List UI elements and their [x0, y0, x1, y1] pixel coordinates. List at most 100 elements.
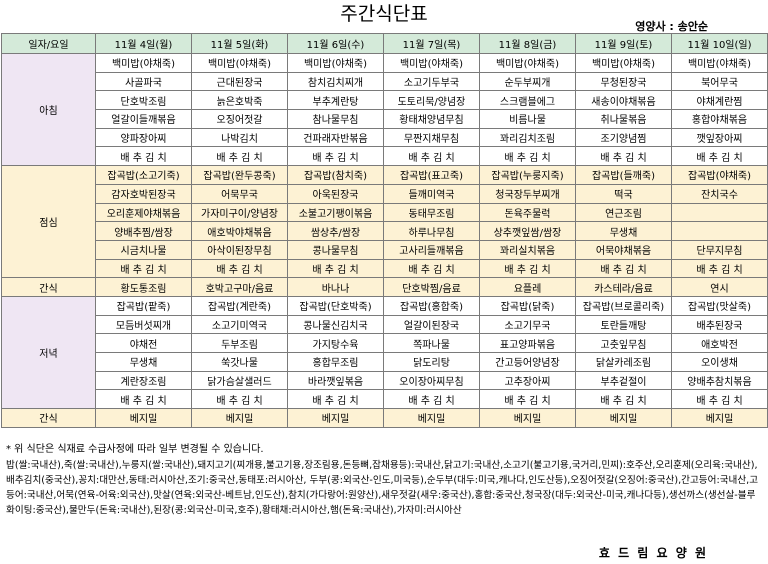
menu-cell: 잡곡밥(참치죽)	[287, 165, 384, 185]
table-row: 단호박조림 늙은호박죽 부추계란탕 도토리묵/양념장 스크램블에그 새송이야채볶음 야채계란…	[2, 90, 768, 111]
menu-cell: 꽈리김치조림	[479, 127, 576, 148]
menu-cell: 양배추참치볶음	[671, 370, 768, 391]
menu-cell: 연시	[671, 277, 768, 297]
menu-cell: 무생채	[575, 221, 672, 241]
menu-cell: 참치김치찌개	[287, 71, 384, 92]
menu-cell: 배 추 김 치	[95, 389, 192, 410]
menu-cell: 청국장두부찌개	[479, 183, 576, 204]
menu-cell: 베지밀	[383, 408, 480, 428]
table-row: 무생채 쑥갓나물 홍합무조림 닭도리탕 간고등어양념장 닭살카레조림 오이생채	[2, 352, 768, 372]
menu-cell: 소고기두부국	[383, 71, 480, 92]
menu-cell: 배 추 김 치	[671, 258, 768, 279]
menu-cell: 시금치나물	[95, 239, 192, 260]
table-row: 저녁 잡곡밥(팥죽) 잡곡밥(계란죽) 잡곡밥(단호박죽) 잡곡밥(홍합죽) 잡곡밥(닭죽…	[1, 295, 768, 410]
meal-label-lunch: 점심	[1, 165, 96, 279]
menu-cell: 무청된장국	[575, 71, 672, 92]
header-day-3: 11월 6일(수)	[287, 33, 384, 54]
table-row: 시금치나물 아삭이된장무침 콩나물무침 고사리들깨볶음 꽈리실치볶음 어묵야채볶음 단무지무…	[2, 239, 768, 260]
menu-cell: 단호박찜/음료	[383, 277, 480, 297]
menu-cell: 새송이야채볶음	[575, 90, 672, 111]
menu-cell: 잡곡밥(홍합죽)	[383, 295, 480, 316]
menu-cell: 배 추 김 치	[383, 389, 480, 410]
menu-cell: 잡곡밥(맛살죽)	[671, 295, 768, 316]
menu-cell: 백미밥(야채죽)	[383, 53, 480, 73]
menu-cell: 쌈상추/쌈장	[287, 221, 384, 241]
menu-cell: 베지밀	[95, 408, 192, 428]
facility-name: 효 드 림 요 양 원	[598, 546, 708, 560]
menu-cell: 늙은호박죽	[191, 90, 288, 111]
menu-cell: 베지밀	[575, 408, 672, 428]
header-day-6: 11월 9일(토)	[575, 33, 672, 54]
menu-cell: 배 추 김 치	[287, 146, 384, 167]
table-row: 간식 황도통조림 호박고구마/음료 바나나 단호박찜/음료 요플레 카스테라/음료 연시	[1, 277, 768, 297]
menu-cell: 고사리들깨볶음	[383, 239, 480, 260]
table-row: 모듬버섯찌개 소고기미역국 콩나물신김치국 얼갈이된장국 소고기무국 토란들깨탕 배추된장국	[2, 314, 768, 335]
table-row: 양파장아찌 나박김치 건파래자반볶음 무짠지채무침 꽈리김치조림 조기양념찜 깻잎장아찌	[2, 127, 768, 148]
menu-cell: 배 추 김 치	[671, 146, 768, 167]
menu-cell: 잡곡밥(브로콜리죽)	[575, 295, 672, 316]
menu-cell: 도토리묵/양념장	[383, 90, 480, 111]
menu-cell: 배 추 김 치	[671, 389, 768, 410]
menu-cell: 백미밥(야채죽)	[479, 53, 576, 73]
menu-cell: 표고양파볶음	[479, 333, 576, 353]
menu-cell: 애호박야채볶음	[191, 221, 288, 241]
menu-cell: 바나나	[287, 277, 384, 297]
menu-cell: 돈육주물럭	[479, 202, 576, 223]
dietitian-label: 영양사 : 송안순	[635, 20, 708, 33]
menu-cell: 잔치국수	[671, 183, 768, 204]
menu-cell	[671, 221, 768, 241]
menu-cell: 건파래자반볶음	[287, 127, 384, 148]
table-row: 감자호박된장국 어묵무국 아욱된장국 들깨미역국 청국장두부찌개 떡국 잔치국수	[2, 183, 768, 204]
menu-cell: 배추된장국	[671, 314, 768, 335]
menu-cell: 홍합야채볶음	[671, 109, 768, 129]
table-row: 사골파국 근대된장국 참치김치찌개 소고기두부국 순두부찌개 무청된장국 북어무국	[2, 71, 768, 92]
menu-cell: 양배추찜/쌈장	[95, 221, 192, 241]
menu-cell: 콩나물신김치국	[287, 314, 384, 335]
menu-cell: 어묵야채볶음	[575, 239, 672, 260]
header-day-5: 11월 8일(금)	[479, 33, 576, 54]
menu-cell: 비름나물	[479, 109, 576, 129]
header-row: 일자/요일 11월 4일(월) 11월 5일(화) 11월 6일(수) 11월 7일(목…	[1, 33, 768, 54]
menu-cell: 소고기무국	[479, 314, 576, 335]
menu-cell: 부추겉절이	[575, 370, 672, 391]
menu-cell: 오리훈제야채볶음	[95, 202, 192, 223]
menu-cell: 계란장조림	[95, 370, 192, 391]
menu-cell: 베지밀	[479, 408, 576, 428]
menu-cell: 감자호박된장국	[95, 183, 192, 204]
menu-cell: 백미밥(야채죽)	[287, 53, 384, 73]
menu-cell: 근대된장국	[191, 71, 288, 92]
menu-cell: 배 추 김 치	[575, 258, 672, 279]
menu-cell: 백미밥(야채죽)	[95, 53, 192, 73]
table-row: 오리훈제야채볶음 가자미구이/양념장 소불고기팽이볶음 동태무조림 돈육주물럭 연근조림	[2, 202, 768, 223]
menu-cell: 참나물무침	[287, 109, 384, 129]
menu-cell	[671, 202, 768, 223]
menu-cell: 잡곡밥(팥죽)	[95, 295, 192, 316]
menu-cell: 배 추 김 치	[287, 389, 384, 410]
menu-cell: 고추장아찌	[479, 370, 576, 391]
table-row: 계란장조림 닭가슴살샐러드 바라깻잎볶음 오이장아찌무침 고추장아찌 부추겉절이 양배추참치…	[2, 370, 768, 391]
menu-cell: 요플레	[479, 277, 576, 297]
table-row: 양배추찜/쌈장 애호박야채볶음 쌈상추/쌈장 하루나무침 상추깻잎쌈/쌈장 무생채	[2, 221, 768, 241]
menu-cell: 단무지무침	[671, 239, 768, 260]
table-row: 점심 잡곡밥(소고기죽) 잡곡밥(완두콩죽) 잡곡밥(참치죽) 잡곡밥(표고죽) 잡곡밥(…	[1, 165, 768, 279]
menu-cell: 단호박조림	[95, 90, 192, 111]
notice-text: * 위 식단은 식재료 수급사정에 따라 일부 변경될 수 있습니다.	[6, 444, 264, 455]
menu-cell: 잡곡밥(단호박죽)	[287, 295, 384, 316]
menu-cell: 잡곡밥(완두콩죽)	[191, 165, 288, 185]
menu-cell: 아욱된장국	[287, 183, 384, 204]
menu-cell: 오이생채	[671, 352, 768, 372]
menu-cell: 백미밥(야채죽)	[191, 53, 288, 73]
menu-cell: 사골파국	[95, 71, 192, 92]
menu-cell: 오이장아찌무침	[383, 370, 480, 391]
menu-cell: 깻잎장아찌	[671, 127, 768, 148]
menu-cell: 모듬버섯찌개	[95, 314, 192, 335]
menu-cell: 배 추 김 치	[479, 146, 576, 167]
menu-cell: 꽈리실치볶음	[479, 239, 576, 260]
menu-cell: 얼갈이들깨볶음	[95, 109, 192, 129]
menu-cell: 무짠지채무침	[383, 127, 480, 148]
menu-cell: 간고등어양념장	[479, 352, 576, 372]
menu-table: 일자/요일 11월 4일(월) 11월 5일(화) 11월 6일(수) 11월 7일(목…	[1, 33, 768, 428]
header-date-day: 일자/요일	[1, 33, 96, 54]
menu-cell: 베지밀	[287, 408, 384, 428]
